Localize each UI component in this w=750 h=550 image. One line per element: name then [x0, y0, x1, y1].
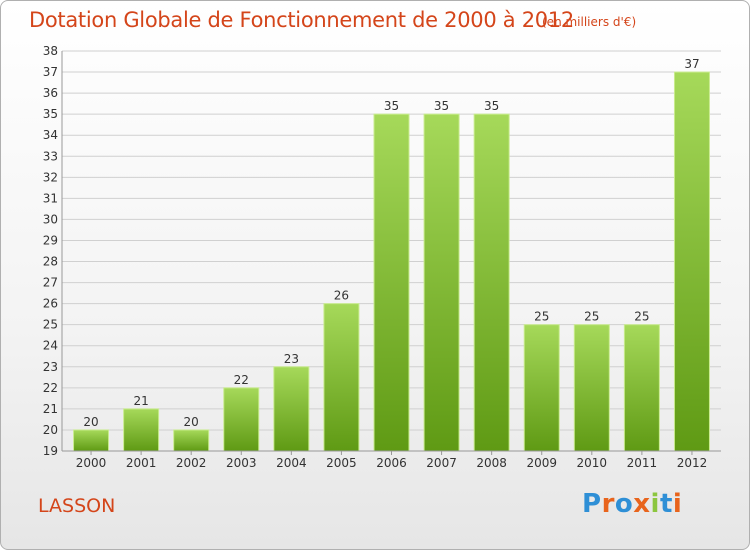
y-axis-ticks: 19 20 21 22 23 24 25 26 27 28 29 30 31 32 33 34 35 36 37 38: [43, 44, 58, 458]
logo-letter: x: [633, 489, 651, 519]
bar: [173, 429, 210, 452]
x-tick-label: 2001: [126, 456, 157, 470]
bar: [123, 408, 160, 452]
y-tick-label: 20: [43, 423, 58, 437]
x-tick-label: 2009: [526, 456, 557, 470]
y-tick-label: 35: [43, 107, 58, 121]
y-tick-label: 28: [43, 255, 58, 269]
logo-letter: P: [582, 489, 602, 519]
x-tick-label: 2012: [677, 456, 708, 470]
data-label: 25: [634, 310, 649, 324]
y-tick-label: 31: [43, 191, 58, 205]
data-label: 20: [184, 415, 199, 429]
logo-letter: t: [659, 489, 673, 519]
bar: [623, 324, 660, 452]
y-tick-label: 38: [43, 44, 58, 58]
x-tick-label: 2005: [326, 456, 357, 470]
data-label: 21: [133, 394, 148, 408]
data-label: 22: [234, 373, 249, 387]
x-tick-label: 2004: [276, 456, 307, 470]
bar: [473, 113, 510, 452]
y-tick-label: 25: [43, 318, 58, 332]
bar: [373, 113, 410, 452]
y-tick-label: 19: [43, 444, 58, 458]
data-label: 37: [684, 57, 699, 71]
bar: [573, 324, 610, 452]
data-label: 26: [334, 289, 349, 303]
bar: [323, 303, 360, 452]
y-tick-label: 37: [43, 65, 58, 79]
y-tick-label: 32: [43, 170, 58, 184]
logo-letter: i: [672, 489, 683, 519]
data-label: 35: [384, 99, 399, 113]
y-tick-label: 33: [43, 149, 58, 163]
axes: [61, 51, 721, 452]
data-label: 23: [284, 352, 299, 366]
x-tick-label: 2002: [176, 456, 207, 470]
y-tick-label: 27: [43, 276, 58, 290]
y-tick-label: 34: [43, 128, 58, 142]
y-tick-label: 26: [43, 297, 58, 311]
y-tick-label: 36: [43, 86, 58, 100]
proxiti-logo[interactable]: Proxiti: [582, 489, 682, 519]
y-tick-label: 29: [43, 233, 58, 247]
x-tick-label: 2007: [426, 456, 457, 470]
x-tick-label: 2003: [226, 456, 257, 470]
chart-title: Dotation Globale de Fonctionnement de 20…: [29, 8, 574, 32]
x-tick-label: 2000: [76, 456, 107, 470]
data-label: 35: [434, 99, 449, 113]
x-tick-label: 2010: [577, 456, 608, 470]
bar: [423, 113, 460, 452]
logo-letter: i: [650, 489, 660, 519]
data-label: 35: [484, 99, 499, 113]
y-tick-label: 24: [43, 339, 58, 353]
x-axis-ticks: 2000 2001 2002 2003 2004 2005 2006 2007 2008 2009…: [76, 451, 707, 470]
commune-name: LASSON: [38, 495, 116, 517]
y-tick-label: 21: [43, 402, 58, 416]
x-tick-label: 2008: [476, 456, 507, 470]
x-tick-label: 2011: [627, 456, 658, 470]
logo-letter: r: [601, 489, 615, 519]
x-tick-label: 2006: [376, 456, 407, 470]
logo-letter: o: [614, 489, 634, 519]
data-label: 25: [534, 310, 549, 324]
y-tick-label: 30: [43, 212, 58, 226]
data-labels: 20 21 20 22 23 26 35 35 35 25 25 25 37: [83, 57, 699, 429]
bar: [273, 366, 310, 452]
bars: [73, 71, 710, 452]
bar: [673, 71, 710, 452]
chart-unit: (en milliers d'€): [542, 15, 637, 29]
data-label: 20: [83, 415, 98, 429]
bar: [523, 324, 560, 452]
data-label: 25: [584, 310, 599, 324]
bar: [73, 429, 110, 452]
y-tick-label: 23: [43, 360, 58, 374]
bar: [223, 387, 260, 452]
y-tick-label: 22: [43, 381, 58, 395]
